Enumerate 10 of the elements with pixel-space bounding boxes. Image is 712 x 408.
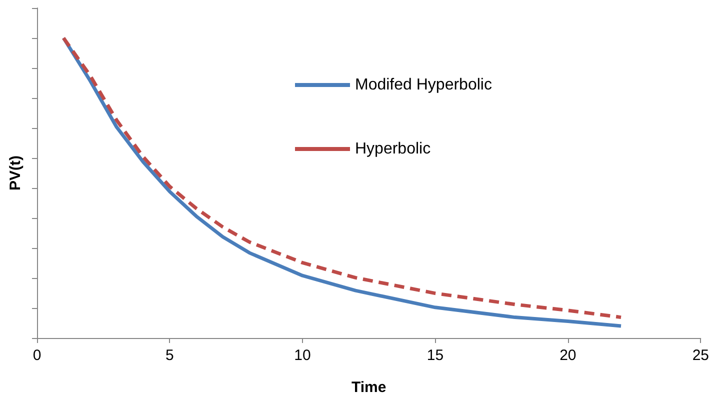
x-tick-label: 25 [692,347,709,364]
x-tick-label: 20 [560,347,576,364]
legend-label: Hyperbolic [355,140,431,158]
x-tick-label: 10 [294,347,311,364]
x-axis-title: Time [351,379,386,396]
legend-label: Modifed Hyperbolic [355,76,492,94]
x-tick-label: 15 [426,347,444,364]
x-tick-label: 5 [166,347,174,364]
x-tick-label: 0 [32,347,42,364]
y-axis-title: PV(t) [7,156,24,190]
